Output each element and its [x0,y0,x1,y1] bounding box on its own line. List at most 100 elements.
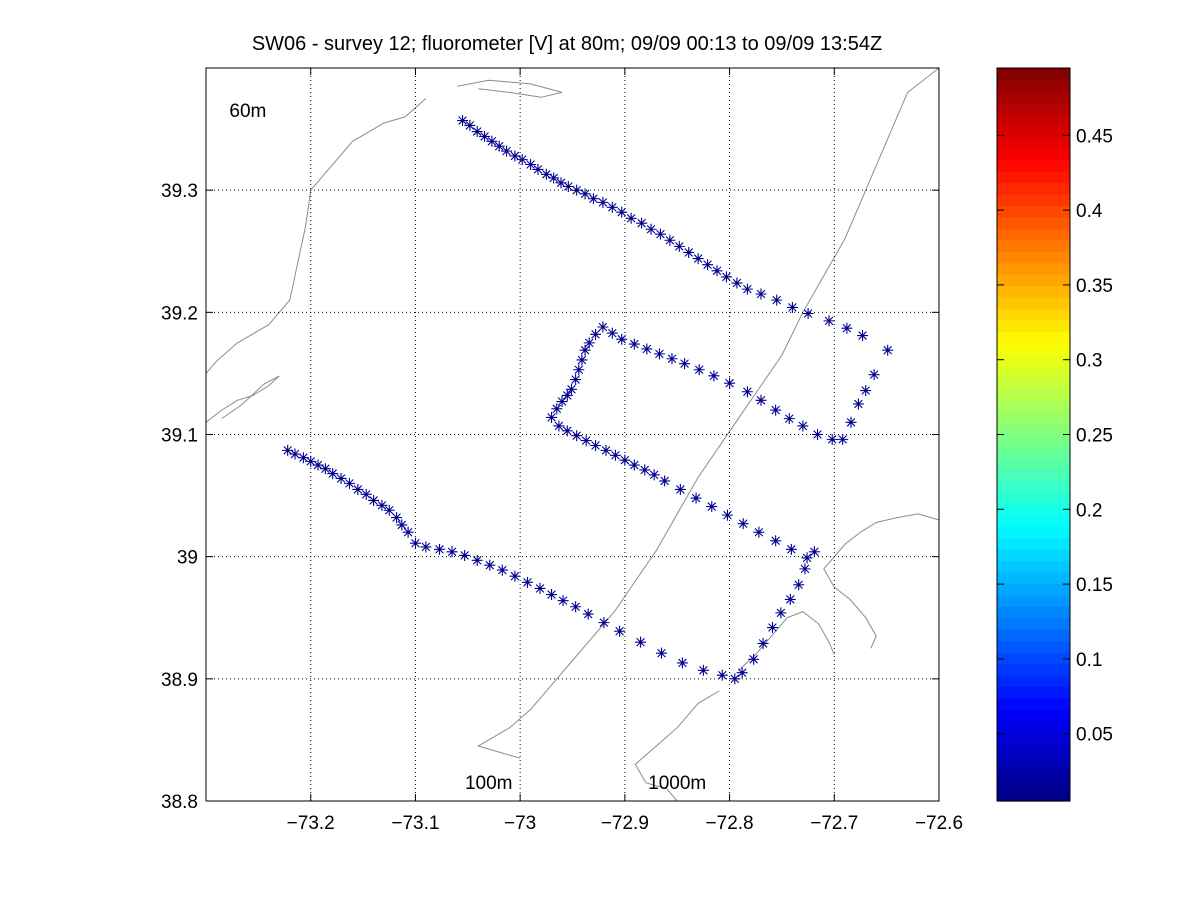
data-point [587,193,599,205]
data-point [786,301,798,313]
x-tick-label: −72.8 [706,813,754,834]
data-point [720,271,732,283]
data-point [628,459,640,471]
colorbar-segment [997,560,1070,573]
data-point [767,622,779,634]
colorbar-segment [997,480,1070,493]
data-point [486,135,498,147]
data-point [664,234,676,246]
y-tick-label: 39.2 [161,303,198,324]
data-point [775,607,787,619]
colorbar-segment [997,297,1070,310]
colorbar-segment [997,159,1070,172]
grid-layer [206,68,939,801]
data-point [619,454,631,466]
data-point [837,433,849,445]
shelf-contour-1 [205,98,427,374]
data-point [721,509,733,521]
colorbar-segment [997,640,1070,653]
data-point [648,469,660,481]
data-point [799,563,811,575]
data-point [551,403,563,415]
data-point [525,159,537,171]
colorbar-segment [997,491,1070,504]
colorbar-segment [997,571,1070,584]
survey-tracks [282,115,894,685]
data-point [509,570,521,582]
colorbar-segment [997,319,1070,333]
colorbar-segment [997,136,1070,149]
data-point [471,554,483,566]
contour-layer [205,67,940,802]
colorbar-segment [997,675,1070,688]
data-point [653,348,665,360]
colorbar-segment [997,697,1070,710]
colorbar-segment [997,79,1070,92]
data-point [639,464,651,476]
data-point [860,385,872,397]
y-tick-label: 38.9 [161,670,198,691]
colorbar-segment [997,342,1070,355]
colorbar-segment [997,514,1070,527]
colorbar-segment [997,102,1070,115]
colorbar-segment [997,445,1070,459]
data-point [659,475,671,487]
colorbar-segment [997,686,1070,699]
data-point [654,228,666,240]
data-point [493,140,505,152]
colorbar-segment [997,125,1070,138]
data-point [755,288,767,300]
colorbar-segment [997,755,1070,768]
data-point [679,358,691,370]
data-point [590,439,602,451]
data-point [614,625,626,637]
data-point [305,455,317,467]
data-point [635,636,647,648]
data-point [729,673,741,685]
colorbar-segment [997,709,1070,722]
data-point [597,321,609,333]
data-point [666,353,678,365]
data-point [548,172,560,184]
plot-frame [205,67,940,802]
data-point [571,184,583,196]
data-point [402,526,414,538]
data-point [676,657,688,669]
data-point [484,559,496,571]
data-point [731,277,743,289]
data-point [464,119,476,131]
colorbar-tick-label: 0.05 [1076,725,1113,746]
data-point [409,537,421,549]
slope-contour-2 [739,611,835,670]
data-point [857,330,869,342]
data-point [289,448,301,460]
data-point [748,653,760,665]
data-point [471,126,483,138]
data-point [706,501,718,513]
data-point [501,145,513,157]
data-point [555,177,567,189]
x-tick-label: −72.7 [810,813,858,834]
data-point [540,168,552,180]
data-point [656,647,668,659]
colorbar-segment [997,400,1070,413]
data-point [801,552,813,564]
data-point [645,223,657,235]
data-point [753,526,765,538]
data-point [785,543,797,555]
colorbar-segment [997,90,1070,103]
depth-label: 60m [229,101,266,122]
colorbar-segment [997,262,1070,275]
colorbar-segment [997,205,1070,218]
annotation-layer: 60m 100m 1000m [229,101,706,794]
data-point [561,425,573,437]
colorbar-segment [997,388,1070,401]
colorbar: 0.05 0.1 0.15 0.2 0.25 0.3 0.35 0.4 0.45 [996,67,1113,802]
data-point [683,246,695,258]
data-point [496,564,508,576]
data-point [368,494,380,506]
colorbar-segment [997,251,1070,264]
data-point [770,535,782,547]
data-point [579,188,591,200]
colorbar-segment [997,766,1070,779]
